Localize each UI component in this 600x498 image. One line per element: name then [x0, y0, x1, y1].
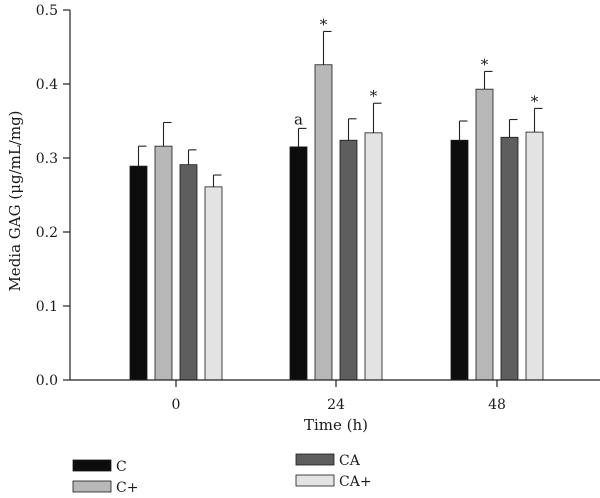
y-tick-label: 0.3	[36, 151, 58, 167]
legend-label-c-plus: C+	[116, 480, 138, 496]
y-tick-label: 0.4	[36, 77, 58, 93]
bar-c-plus-48	[475, 88, 494, 381]
x-tick-label: 0	[172, 397, 181, 413]
y-tick-label: 0.0	[36, 373, 58, 389]
significance-marker: *	[481, 55, 489, 73]
bar-ca-plus-24	[364, 132, 383, 381]
bar-c-0	[129, 165, 148, 381]
bar-c-24	[289, 146, 308, 381]
bar-ca-48	[500, 136, 519, 381]
legend-label-ca: CA	[339, 453, 361, 469]
bar-c-48	[450, 139, 469, 381]
legend-swatch-c	[72, 459, 112, 472]
bar-ca-plus-0	[204, 186, 223, 381]
y-tick-label: 0.1	[36, 299, 58, 315]
legend: C C+ CA CA+	[72, 453, 372, 496]
legend-label-c: C	[116, 459, 127, 475]
legend-swatch-ca	[295, 453, 335, 466]
plot-area: a * * * *	[129, 15, 544, 381]
legend-swatch-c-plus	[72, 480, 112, 493]
bar-c-plus-0	[154, 145, 173, 381]
y-axis-title: Media GAG (μg/mL/mg)	[6, 110, 24, 291]
bar-ca-0	[179, 164, 198, 381]
axes: 0.0 0.1 0.2 0.3 0.4 0.5 0 24 48	[36, 3, 600, 413]
x-tick-label: 24	[327, 397, 345, 413]
significance-marker: a	[294, 110, 303, 128]
x-axis-title: Time (h)	[304, 416, 368, 434]
bar-ca-24	[339, 139, 358, 381]
significance-marker: *	[320, 15, 328, 33]
legend-label-ca-plus: CA+	[339, 474, 372, 490]
bar-c-plus-24	[314, 64, 333, 381]
x-tick-label: 48	[488, 397, 506, 413]
y-tick-label: 0.5	[36, 3, 58, 19]
significance-marker: *	[370, 87, 378, 105]
bar-ca-plus-48	[525, 131, 544, 381]
y-tick-label: 0.2	[36, 225, 58, 241]
legend-swatch-ca-plus	[295, 474, 335, 487]
significance-marker: *	[531, 92, 539, 110]
